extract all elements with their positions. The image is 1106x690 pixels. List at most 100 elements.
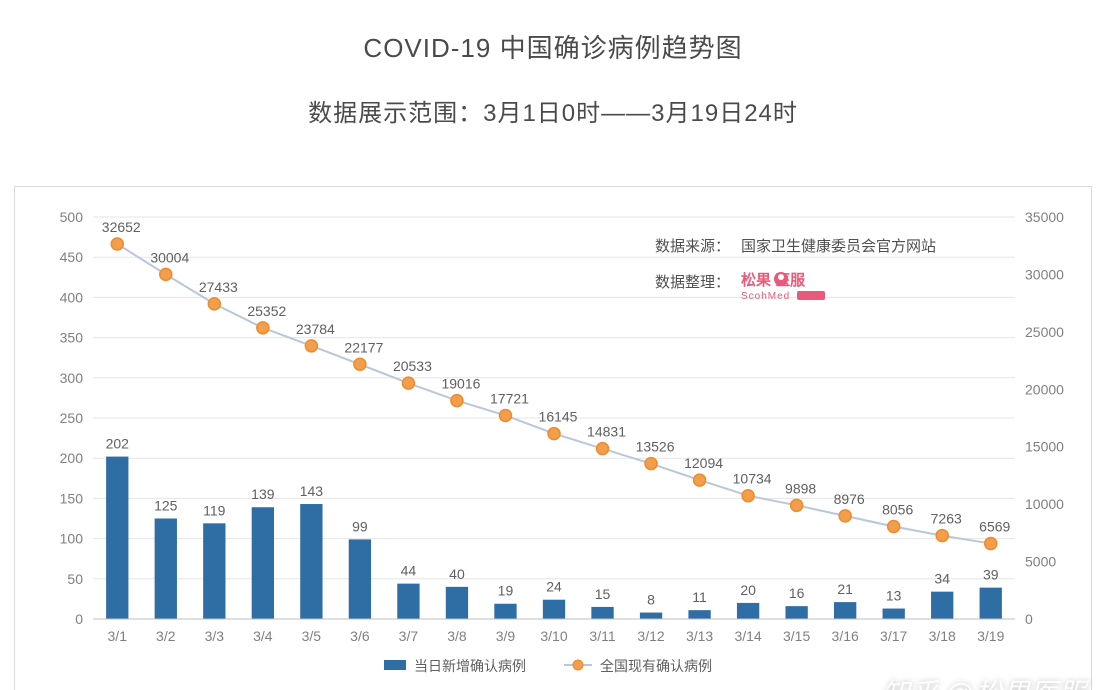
credit-source-label: 数据来源： [655, 238, 730, 255]
x-tick: 3/15 [783, 628, 810, 644]
x-tick: 3/12 [637, 628, 664, 644]
line-marker [160, 268, 172, 280]
line-label: 32652 [102, 219, 141, 235]
y-left-tick: 150 [60, 490, 84, 506]
line-label: 16145 [539, 409, 578, 425]
y-right-tick: 35000 [1025, 209, 1064, 225]
line-label: 12094 [684, 455, 723, 471]
x-tick: 3/2 [156, 628, 176, 644]
bar-label: 40 [449, 566, 465, 582]
x-tick: 3/6 [350, 628, 370, 644]
x-tick: 3/4 [253, 628, 273, 644]
bar-label: 13 [886, 588, 902, 604]
legend-line-marker [573, 660, 583, 670]
bar [155, 519, 177, 620]
line-label: 9898 [785, 480, 816, 496]
x-tick: 3/8 [447, 628, 467, 644]
brand-sub: ScohMed [741, 291, 790, 302]
bar [543, 600, 565, 619]
x-tick: 3/7 [399, 628, 419, 644]
y-left-tick: 300 [60, 370, 84, 386]
line-label: 7263 [931, 511, 962, 527]
line-label: 10734 [733, 471, 772, 487]
line-marker [597, 443, 609, 455]
bar [931, 592, 953, 619]
y-left-tick: 250 [60, 410, 84, 426]
line-marker [645, 458, 657, 470]
bar-label: 20 [740, 582, 756, 598]
line-label: 13526 [636, 439, 675, 455]
chart-svg: 0501001502002503003504004505000500010000… [15, 187, 1091, 690]
bar-label: 202 [106, 436, 130, 452]
line-label: 6569 [979, 519, 1010, 535]
x-tick: 3/10 [540, 628, 567, 644]
y-left-tick: 500 [60, 209, 84, 225]
brand-icon-inner [778, 274, 784, 280]
y-right-tick: 30000 [1025, 266, 1064, 282]
bar [252, 507, 274, 619]
bar [494, 604, 516, 619]
bar-label: 125 [154, 498, 178, 514]
bar-label: 24 [546, 579, 562, 595]
line-label: 14831 [587, 424, 626, 440]
line-marker [791, 499, 803, 511]
line-label: 19016 [441, 376, 480, 392]
bar-label: 39 [983, 567, 999, 583]
y-right-tick: 10000 [1025, 496, 1064, 512]
bar [640, 613, 662, 619]
y-left-tick: 50 [67, 571, 83, 587]
line-marker [548, 428, 560, 440]
bar [834, 602, 856, 619]
x-tick: 3/11 [589, 628, 615, 644]
line-marker [985, 538, 997, 550]
bar [349, 539, 371, 619]
line-label: 30004 [150, 249, 189, 265]
bar-label: 119 [203, 502, 226, 518]
bar [785, 606, 807, 619]
bar [446, 587, 468, 619]
brand-name: 松果 医服 [741, 271, 806, 289]
bar [300, 504, 322, 619]
line-marker [936, 530, 948, 542]
legend-bar-label: 当日新增确认病例 [414, 658, 526, 674]
bar-label: 21 [837, 581, 853, 597]
x-tick: 3/13 [686, 628, 713, 644]
bar [688, 610, 710, 619]
bar-label: 143 [300, 483, 324, 499]
line-label: 23784 [296, 321, 335, 337]
bar [883, 609, 905, 619]
x-tick: 3/19 [977, 628, 1004, 644]
credit-compiled-label: 数据整理： [655, 274, 730, 291]
bar-label: 8 [647, 592, 655, 608]
y-right-tick: 5000 [1025, 554, 1056, 570]
chart-container: 0501001502002503003504004505000500010000… [14, 186, 1092, 690]
line-label: 25352 [247, 303, 286, 319]
line-label: 17721 [490, 390, 529, 406]
y-left-tick: 0 [75, 611, 83, 627]
bar-label: 19 [498, 583, 514, 599]
x-tick: 3/1 [108, 628, 128, 644]
bar-label: 16 [789, 585, 805, 601]
line-marker [499, 409, 511, 421]
bar-label: 44 [401, 563, 417, 579]
line-marker [742, 490, 754, 502]
legend-bar-swatch [384, 660, 406, 670]
line-marker [451, 395, 463, 407]
x-tick: 3/14 [734, 628, 761, 644]
bar [106, 457, 128, 619]
bar [203, 523, 225, 619]
x-tick: 3/17 [880, 628, 907, 644]
y-right-tick: 0 [1025, 611, 1033, 627]
chart-title: COVID-19 中国确诊病例趋势图 [0, 28, 1106, 65]
line-marker [354, 358, 366, 370]
y-right-tick: 20000 [1025, 381, 1064, 397]
line-marker [111, 238, 123, 250]
bar [980, 588, 1002, 619]
bar-label: 11 [692, 589, 707, 605]
bar-label: 34 [934, 571, 950, 587]
credit-source-value: 国家卫生健康委员会官方网站 [741, 238, 936, 255]
line-marker [305, 340, 317, 352]
y-left-tick: 350 [60, 330, 84, 346]
y-right-tick: 15000 [1025, 439, 1064, 455]
y-left-tick: 100 [60, 531, 84, 547]
